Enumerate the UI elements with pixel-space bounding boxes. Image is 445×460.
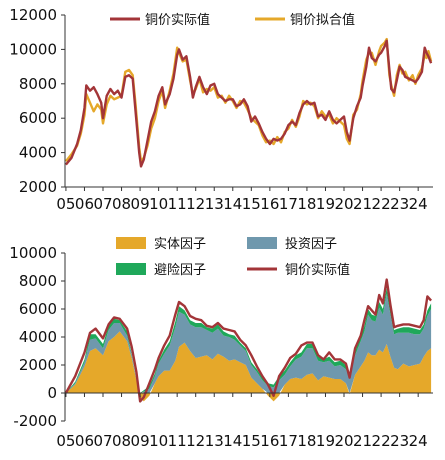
x-tick-label: 15 — [242, 195, 261, 213]
x-tick-label: 20 — [334, 432, 353, 450]
entity-factor-area — [65, 331, 432, 402]
bottom-chart-stacked-areas — [65, 288, 432, 402]
fitted-price-line — [64, 37, 433, 163]
y-tick-label: 6000 — [19, 109, 57, 127]
y-tick-label: 0 — [47, 384, 57, 402]
bottom-chart-price-line — [64, 278, 433, 403]
x-tick-label: 09 — [131, 195, 150, 213]
bottom-chart-legend: 实体因子 投资因子 避险因子 铜价实际值 — [116, 236, 350, 278]
top-chart-plot-lines — [64, 37, 433, 168]
x-tick-label: 22 — [372, 195, 391, 213]
actual-price-line — [64, 39, 433, 168]
x-tick-label: 17 — [279, 195, 298, 213]
y-tick-label: 12000 — [9, 6, 57, 24]
x-tick-label: 13 — [205, 195, 224, 213]
legend-swatch-investment — [247, 237, 277, 249]
legend-label-price: 铜价实际值 — [285, 262, 350, 278]
legend-swatch-hedging — [116, 263, 146, 275]
x-tick-label: 24 — [409, 195, 428, 213]
hedging-factor-area — [65, 288, 432, 393]
top-chart: 2000 4000 6000 8000 10000 12000 05 06 07 08 09 10 11… — [9, 6, 433, 213]
y-tick-label: 10000 — [9, 40, 57, 58]
x-tick-label: 06 — [75, 195, 94, 213]
x-tick-label: 06 — [75, 432, 94, 450]
x-tick-label: 07 — [93, 432, 112, 450]
x-tick-label: 19 — [316, 195, 335, 213]
x-tick-label: 05 — [56, 195, 75, 213]
legend-label-entity: 实体因子 — [154, 237, 206, 252]
y-tick-label: 2000 — [19, 356, 57, 374]
legend-label-fitted: 铜价拟合值 — [290, 12, 355, 28]
x-tick-label: 24 — [409, 432, 428, 450]
x-tick-label: 05 — [56, 432, 75, 450]
x-tick-label: 22 — [372, 432, 391, 450]
y-tick-label: -2000 — [13, 412, 57, 430]
x-tick-label: 23 — [390, 195, 409, 213]
y-tick-label: 4000 — [19, 144, 57, 162]
x-tick-label: 20 — [334, 195, 353, 213]
y-tick-label: 6000 — [19, 300, 57, 318]
y-tick-label: 10000 — [9, 244, 57, 262]
investment-factor-area — [65, 293, 432, 399]
x-tick-label: 09 — [131, 432, 150, 450]
x-tick-label: 12 — [186, 195, 205, 213]
x-tick-label: 11 — [168, 195, 187, 213]
top-chart-axes — [64, 15, 433, 188]
legend-label-actual: 铜价实际值 — [145, 12, 210, 28]
legend-swatch-entity — [116, 237, 146, 249]
x-tick-label: 18 — [297, 432, 316, 450]
y-tick-label: 8000 — [19, 272, 57, 290]
y-tick-label: 4000 — [19, 328, 57, 346]
x-tick-label: 17 — [279, 432, 298, 450]
x-tick-label: 14 — [223, 195, 242, 213]
x-tick-label: 14 — [223, 432, 242, 450]
x-tick-label: 23 — [390, 432, 409, 450]
x-tick-label: 11 — [168, 432, 187, 450]
legend-label-investment: 投资因子 — [285, 236, 337, 252]
x-tick-label: 13 — [205, 432, 224, 450]
legend-label-hedging: 避险因子 — [154, 263, 206, 278]
x-tick-label: 18 — [297, 195, 316, 213]
x-tick-label: 16 — [260, 195, 279, 213]
x-tick-label: 19 — [316, 432, 335, 450]
x-tick-label: 08 — [112, 195, 131, 213]
x-tick-label: 21 — [353, 195, 372, 213]
x-tick-label: 21 — [353, 432, 372, 450]
y-tick-label: 8000 — [19, 75, 57, 93]
y-tick-label: 2000 — [19, 178, 57, 196]
top-chart-legend: 铜价实际值 铜价拟合值 — [110, 12, 355, 28]
x-tick-label: 07 — [93, 195, 112, 213]
x-tick-label: 08 — [112, 432, 131, 450]
x-tick-label: 12 — [186, 432, 205, 450]
x-tick-label: 15 — [242, 432, 261, 450]
x-tick-label: 10 — [149, 432, 168, 450]
x-tick-label: 16 — [260, 432, 279, 450]
copper-price-line — [64, 278, 433, 403]
x-tick-label: 10 — [149, 195, 168, 213]
top-chart-ticks: 2000 4000 6000 8000 10000 12000 05 06 07 08 09 10 11… — [9, 6, 427, 213]
